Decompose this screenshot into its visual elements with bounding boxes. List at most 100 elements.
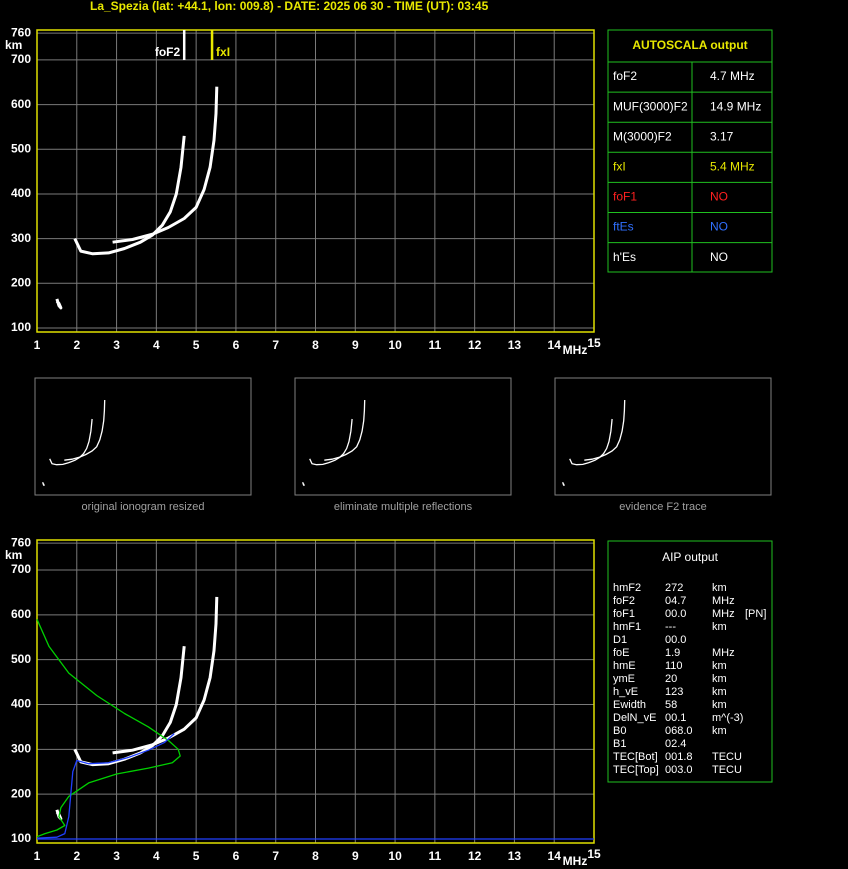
row-label: ftEs: [613, 220, 634, 234]
table-frame: [607, 540, 773, 783]
row-label: MUF(3000)F2: [613, 99, 688, 113]
x-tick-label: 11: [429, 849, 442, 863]
y-tick-label: 100: [11, 831, 31, 845]
aip-cell: km: [712, 660, 727, 672]
x-tick-label: 7: [272, 849, 279, 863]
aip-cell: hmF2: [613, 582, 641, 594]
aip-cell: ymE: [613, 673, 635, 685]
x-tick-label: 1: [34, 849, 41, 863]
aip-cell: 272: [665, 582, 683, 594]
y-tick-label: 760: [11, 25, 31, 39]
aip-cell: 068.0: [665, 725, 693, 737]
aip-cell: 02.4: [665, 738, 686, 750]
aip-cell: foF2: [613, 595, 635, 607]
y-unit: km: [5, 548, 22, 562]
aip-cell: 1.9: [665, 647, 680, 659]
x-tick-label: 8: [312, 338, 319, 352]
aip-cell: Ewidth: [613, 699, 646, 711]
aip-cell: TECU: [712, 751, 742, 763]
aip-cell: 20: [665, 673, 677, 685]
x-tick-label: 12: [468, 849, 482, 863]
aip-cell: 001.8: [665, 751, 693, 763]
thumbnail: original ionogram resized: [34, 377, 252, 513]
aip-cell: TEC[Top]: [613, 764, 659, 776]
aip-cell: hmE: [613, 660, 636, 672]
ionogram_aip-plot: 1 2 3 4 5 6 7 8 9 10 11 12 13 14 151002003004005006007…: [5, 535, 601, 868]
aip-cell: B0: [613, 725, 626, 737]
thumbnail-trace: [324, 399, 366, 461]
aip-cell: foE: [613, 647, 630, 659]
marker-label: fxI: [216, 45, 230, 59]
aip-cell: km: [712, 621, 727, 633]
x-tick-label: 10: [388, 849, 402, 863]
aip-cell: 04.7: [665, 595, 686, 607]
aip-cell: km: [712, 725, 727, 737]
aip-cell: [PN]: [745, 608, 766, 620]
y-tick-label: 400: [11, 697, 31, 711]
aip-cell: 003.0: [665, 764, 693, 776]
thumbnail-trace: [309, 418, 353, 466]
y-tick-label: 700: [11, 52, 31, 66]
thumbnail-frame: [294, 377, 512, 496]
row-value: NO: [710, 190, 728, 204]
x-tick-label: 13: [508, 849, 522, 863]
y-tick-label: 700: [11, 562, 31, 576]
x-tick-label: 8: [312, 849, 319, 863]
y-tick-label: 300: [11, 741, 31, 755]
row-value: NO: [710, 250, 728, 264]
aip-cell: TEC[Bot]: [613, 751, 658, 763]
aip-cell: DelN_vE: [613, 712, 656, 724]
x-tick-label: 3: [113, 849, 120, 863]
thumbnail-trace: [42, 482, 45, 487]
thumbnail-frame: [34, 377, 252, 496]
ionogram-plot: 1 2 3 4 5 6 7 8 9 10 11 12 13 14 151002003004005006007…: [5, 25, 601, 357]
row-value: 14.9 MHz: [710, 99, 761, 113]
x-tick-label: 4: [153, 338, 160, 352]
thumbnail-trace: [562, 482, 565, 487]
aip-cell: 123: [665, 686, 683, 698]
y-unit: km: [5, 38, 22, 52]
x-tick-label: 15: [587, 336, 601, 350]
row-value: 4.7 MHz: [710, 69, 755, 83]
aip-cell: 00.1: [665, 712, 686, 724]
aip-cell: km: [712, 686, 727, 698]
thumbnail-trace: [584, 399, 626, 461]
aip-cell: hmF1: [613, 621, 641, 633]
autoscala-table: AUTOSCALA output foF2 4.7 MHz MUF(3000)F2 14…: [607, 29, 773, 273]
y-tick-label: 100: [11, 320, 31, 334]
aip-table: AIP output hmF2 272 km foF2 04.7 MHz foF1 00.0 MH…: [607, 540, 773, 783]
aip-cell: km: [712, 699, 727, 711]
y-tick-label: 760: [11, 535, 31, 549]
y-tick-label: 600: [11, 607, 31, 621]
aip-cell: B1: [613, 738, 626, 750]
aip-cell: 58: [665, 699, 677, 711]
table-title: AIP output: [662, 550, 718, 564]
x-tick-label: 11: [429, 338, 442, 352]
aip-cell: MHz: [712, 608, 735, 620]
y-tick-label: 400: [11, 186, 31, 200]
x-tick-label: 2: [73, 849, 80, 863]
row-label: foF1: [613, 190, 637, 204]
aip-cell: m^(-3): [712, 712, 743, 724]
y-tick-label: 500: [11, 652, 31, 666]
y-tick-label: 500: [11, 141, 31, 155]
thumbnail-caption: evidence F2 trace: [619, 501, 706, 513]
x-tick-label: 7: [272, 338, 279, 352]
aip-cell: km: [712, 582, 727, 594]
row-label: fxI: [613, 160, 626, 174]
aip-cell: ---: [665, 621, 676, 633]
aip-cell: D1: [613, 634, 627, 646]
trace: [112, 86, 219, 244]
marker-label: foF2: [155, 45, 181, 59]
aip-cell: MHz: [712, 595, 735, 607]
x-tick-label: 14: [548, 338, 562, 352]
x-tick-label: 6: [233, 849, 240, 863]
x-tick-label: 15: [587, 847, 601, 861]
x-tick-label: 5: [193, 338, 200, 352]
thumbnail-trace: [64, 399, 106, 461]
x-tick-label: 6: [233, 338, 240, 352]
row-value: 5.4 MHz: [710, 160, 755, 174]
aip-cell: foF1: [613, 608, 635, 620]
trace: [73, 135, 186, 256]
